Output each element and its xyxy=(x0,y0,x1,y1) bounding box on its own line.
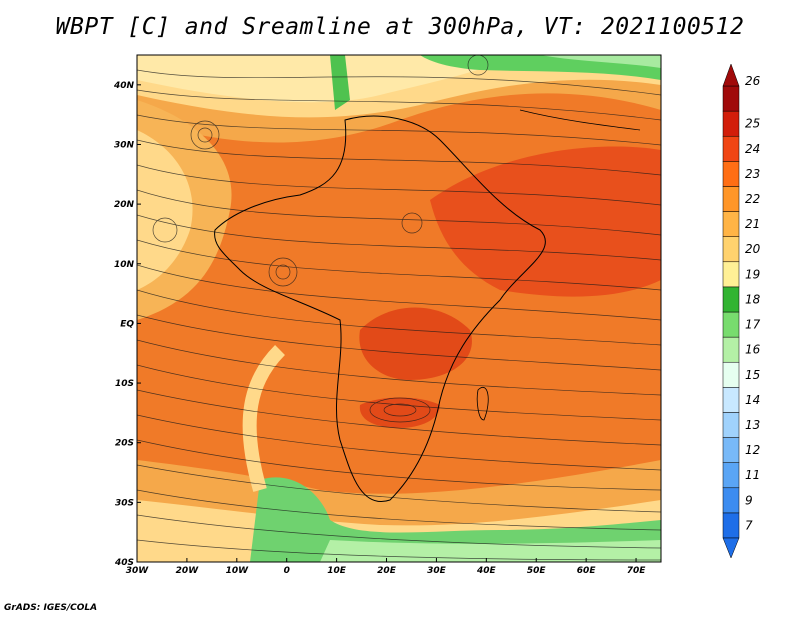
lat-tick-label: 20N xyxy=(114,200,135,210)
colorbar-swatch xyxy=(722,211,740,237)
lat-axis: 40S 30S 20S 10S EQ 10N 20N 30N 40N xyxy=(113,81,141,568)
colorbar-label: 25 xyxy=(745,117,760,131)
chart-title: WBPT [C] and Sreamline at 300hPa, VT: 20… xyxy=(55,14,745,40)
wbpt-field xyxy=(137,55,661,562)
colorbar-label: 23 xyxy=(745,167,760,181)
lon-tick-label: 10W xyxy=(226,566,250,576)
colorbar-label: 16 xyxy=(745,343,761,357)
lon-tick-label: 60E xyxy=(577,566,597,576)
colorbar-label: 21 xyxy=(745,217,760,231)
colorbar-swatch xyxy=(722,110,740,137)
lon-tick-label: 30W xyxy=(126,566,150,576)
lat-tick-label: 40S xyxy=(114,558,134,568)
plot-frame xyxy=(136,54,662,563)
lon-axis: 30W 20W 10W 0 10E 20E 30E 40E 50E 60E 70E xyxy=(126,558,646,576)
colorbar-swatch xyxy=(722,186,740,212)
lon-tick-label: 20E xyxy=(377,566,397,576)
colorbar-label: 7 xyxy=(745,518,753,532)
colorbar-min-arrow xyxy=(722,537,740,559)
colorbar-swatch xyxy=(722,261,740,288)
colorbar-swatch xyxy=(722,135,740,162)
colorbar-label: 18 xyxy=(745,292,761,306)
colorbar-label: 14 xyxy=(745,393,760,407)
footer-credit: GrADS: IGES/COLA xyxy=(4,603,98,613)
colorbar-label: 12 xyxy=(745,443,760,457)
colorbar-label: 19 xyxy=(745,267,760,281)
lat-tick-label: 30S xyxy=(115,498,134,508)
colorbar-swatch xyxy=(722,412,740,438)
colorbar-label: 15 xyxy=(745,368,760,382)
lat-tick-label: 10S xyxy=(115,379,134,389)
lon-tick-label: 20W xyxy=(176,566,200,576)
lat-tick-label: EQ xyxy=(120,319,134,329)
colorbar-label: 17 xyxy=(745,318,761,332)
colorbar-swatch xyxy=(722,387,740,413)
colorbar-swatch xyxy=(722,361,740,388)
colorbar-label: 26 xyxy=(745,74,761,88)
colorbar-swatch xyxy=(722,161,740,187)
colorbar-swatch xyxy=(722,236,740,263)
lat-tick-label: 30N xyxy=(114,140,135,150)
lat-tick-label: 10N xyxy=(114,260,135,270)
colorbar-swatch xyxy=(722,286,740,313)
colorbar-label: 9 xyxy=(745,493,753,507)
lon-tick-label: 70E xyxy=(627,566,647,576)
colorbar-swatch xyxy=(722,462,740,489)
lon-tick-label: 10E xyxy=(327,566,347,576)
colorbar-swatch xyxy=(722,311,740,338)
colorbar-label: 11 xyxy=(745,468,760,482)
colorbar-swatch xyxy=(722,85,740,112)
lat-tick-label: 40N xyxy=(113,81,135,91)
colorbar-label: 20 xyxy=(745,242,761,256)
colorbar-swatch xyxy=(722,487,740,514)
colorbar-label: 13 xyxy=(745,418,760,432)
lat-tick-label: 20S xyxy=(115,439,134,449)
lon-tick-label: 50E xyxy=(527,566,547,576)
colorbar-swatch xyxy=(722,512,740,539)
colorbar-swatch xyxy=(722,336,740,363)
colorbar: 7 9 11 12 13 14 15 16 17 18 19 20 21 22 23 24 25 26 xyxy=(722,63,761,559)
lon-tick-label: 0 xyxy=(284,566,290,576)
lon-tick-label: 30E xyxy=(427,566,447,576)
colorbar-max-arrow xyxy=(722,63,740,87)
lon-tick-label: 40E xyxy=(476,566,497,576)
colorbar-label: 24 xyxy=(745,142,760,156)
colorbar-label: 22 xyxy=(745,192,760,206)
colorbar-swatch xyxy=(722,437,740,463)
